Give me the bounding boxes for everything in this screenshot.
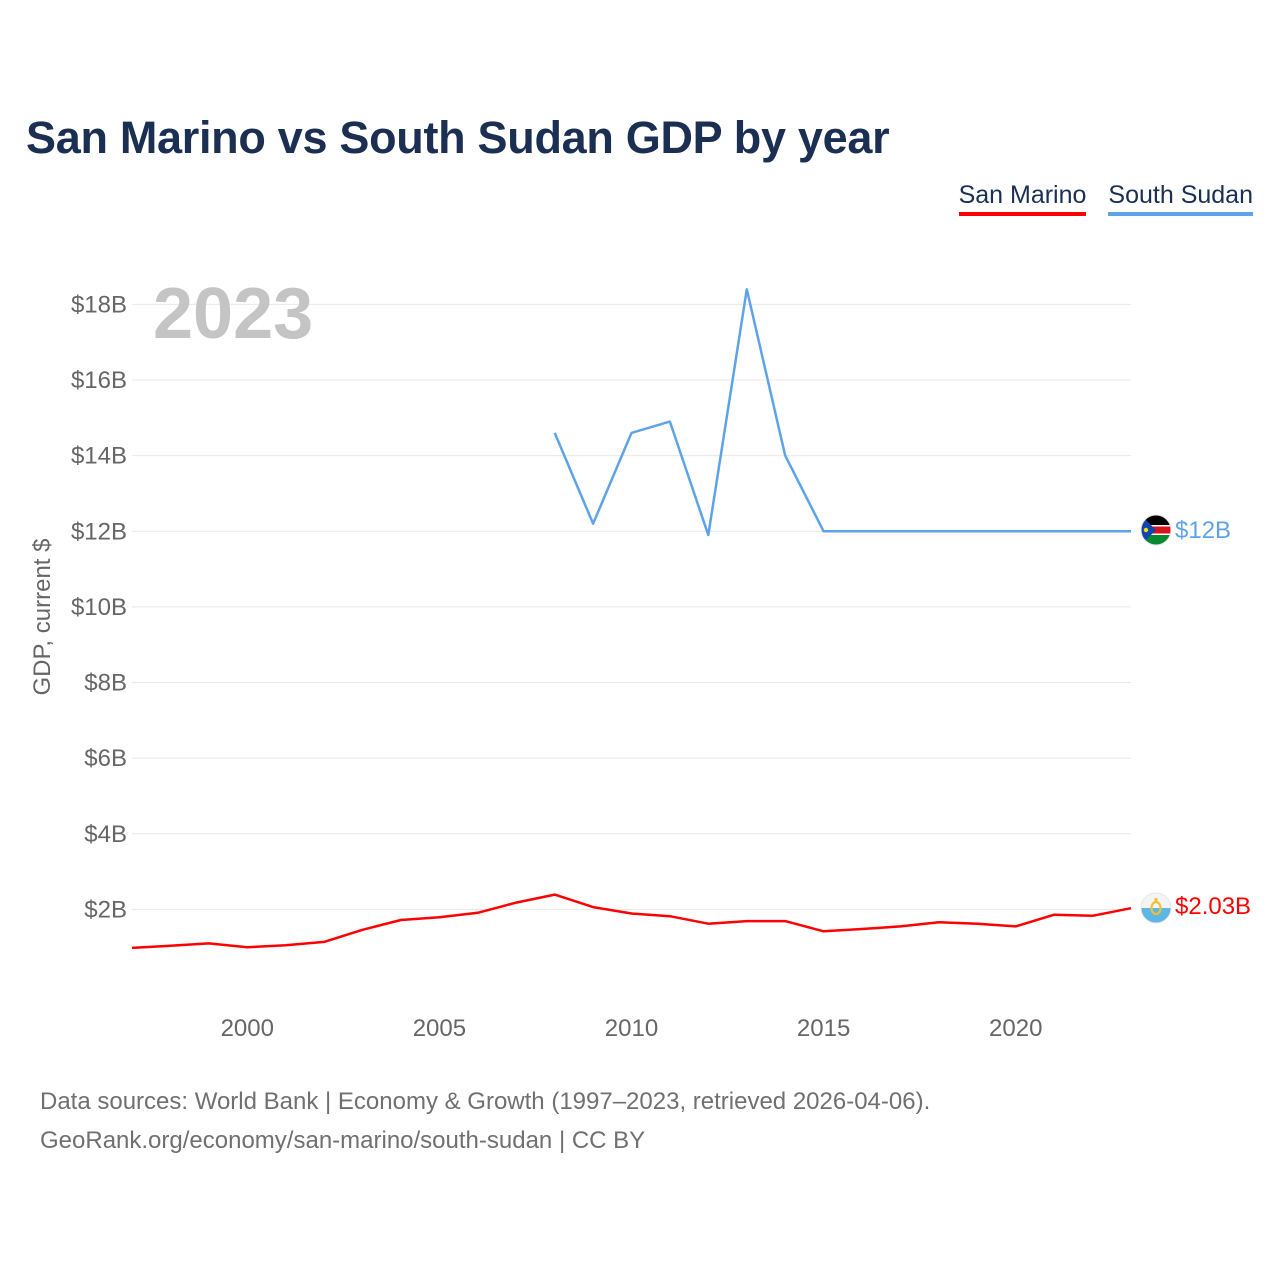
south-sudan-flag-border (1140, 514, 1172, 546)
y-tick-label: $14B (71, 443, 127, 470)
south-sudan-flag-icon (1141, 515, 1171, 545)
san-marino-flag-icon (1141, 893, 1171, 923)
series-line-south-sudan[interactable] (553, 288, 1131, 537)
x-tick-label: 2005 (413, 1015, 466, 1042)
y-tick-label: $12B (71, 518, 127, 545)
end-value-label-san-marino: $2.03B (1175, 893, 1251, 920)
series-line-san-marino[interactable] (131, 893, 1132, 950)
data-source-text: Data sources: World Bank | Economy & Gro… (40, 1088, 931, 1115)
x-axis: 2000 2005 2010 2015 2020 (221, 1015, 1043, 1042)
footer: Data sources: World Bank | Economy & Gro… (40, 1082, 930, 1160)
y-tick-label: $18B (71, 291, 127, 318)
x-tick-label: 2020 (989, 1015, 1042, 1042)
y-axis-title: GDP, current $ (29, 539, 56, 696)
y-tick-label: $2B (84, 896, 127, 923)
san-marino-flag-border (1140, 892, 1172, 924)
y-tick-label: $8B (84, 670, 127, 697)
chart-title: San Marino vs South Sudan GDP by year (26, 112, 890, 163)
y-tick-label: $16B (71, 367, 127, 394)
legend-item-south-sudan[interactable]: South Sudan (1108, 180, 1253, 216)
legend: San Marino South Sudan (958, 180, 1253, 216)
line-chart: 2023 $2B $4B $6B $8B $10B $12B $14B $16B $18B 20… (29, 274, 1251, 1042)
y-axis: $2B $4B $6B $8B $10B $12B $14B $16B $18B (71, 291, 127, 923)
x-tick-label: 2010 (605, 1015, 658, 1042)
attribution-text: GeoRank.org/economy/san-marino/south-sud… (40, 1127, 646, 1154)
legend-item-san-marino[interactable]: San Marino (958, 180, 1087, 216)
x-tick-label: 2000 (221, 1015, 274, 1042)
year-watermark: 2023 (153, 274, 313, 354)
x-tick-label: 2015 (797, 1015, 850, 1042)
y-tick-label: $10B (71, 594, 127, 621)
y-tick-label: $6B (84, 745, 127, 772)
y-tick-label: $4B (84, 821, 127, 848)
end-value-label-south-sudan: $12B (1175, 517, 1231, 544)
gridlines (132, 303, 1131, 910)
series-lines (131, 288, 1132, 950)
